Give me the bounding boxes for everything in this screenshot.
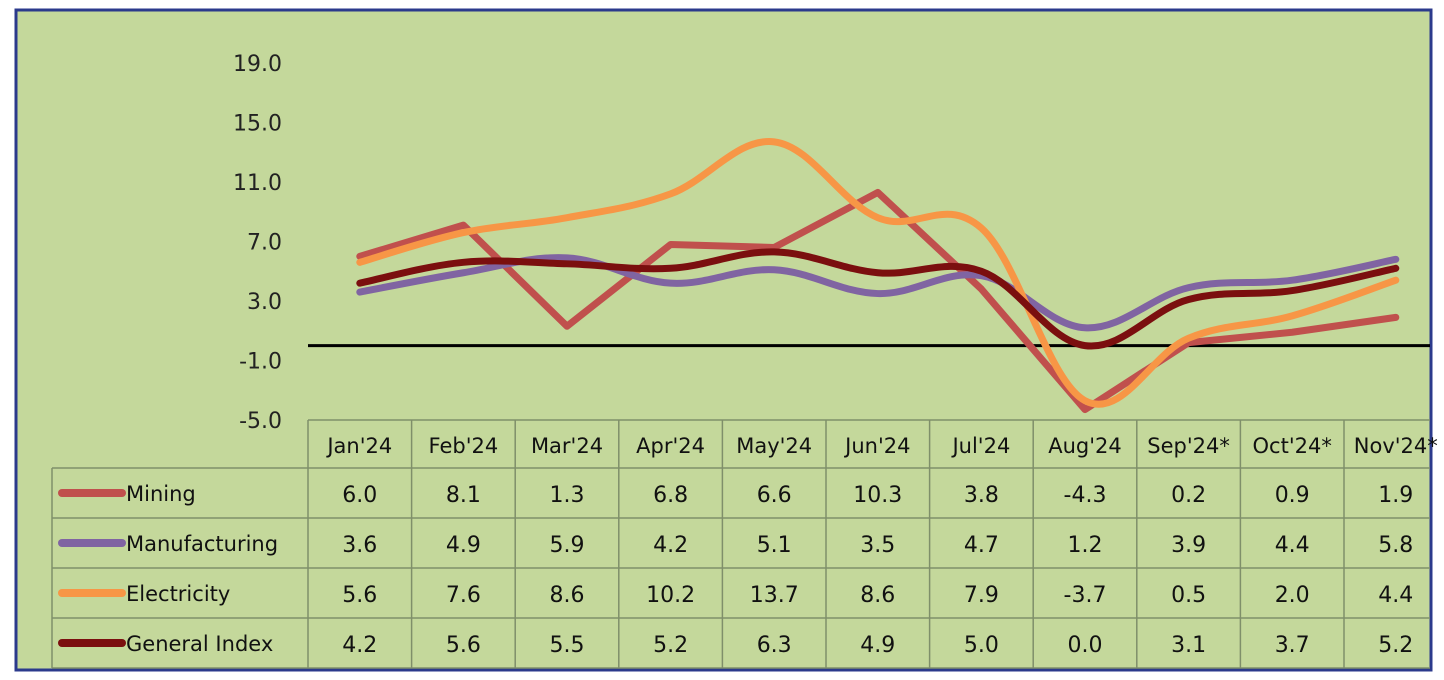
table-cell-manufacturing: 3.9 — [1171, 533, 1206, 558]
table-cell-general-index: 5.0 — [964, 633, 999, 658]
table-cell-manufacturing: 4.9 — [446, 533, 481, 558]
series-line-general-index — [356, 248, 1400, 350]
category-label: Nov'24* — [1354, 434, 1438, 458]
category-label: Jun'24 — [843, 434, 910, 458]
y-tick-label: 3.0 — [247, 290, 282, 315]
category-label: May'24 — [736, 434, 812, 458]
category-label: Oct'24* — [1253, 434, 1332, 458]
table-cell-electricity: 0.5 — [1171, 583, 1206, 608]
category-label: Jul'24 — [950, 434, 1010, 458]
table-cell-manufacturing: 3.5 — [860, 533, 895, 558]
table-cell-manufacturing: 4.7 — [964, 533, 999, 558]
table-cell-electricity: 8.6 — [550, 583, 585, 608]
table-cell-general-index: 0.0 — [1068, 633, 1103, 658]
table-cell-general-index: 4.2 — [342, 633, 377, 658]
table-cell-general-index: 5.5 — [550, 633, 585, 658]
y-tick-label: -5.0 — [239, 409, 282, 434]
table-cell-electricity: 13.7 — [750, 583, 799, 608]
table-grid — [51, 419, 1430, 669]
table-cell-general-index: 3.7 — [1275, 633, 1310, 658]
table-cell-manufacturing: 3.6 — [342, 533, 377, 558]
table-cell-general-index: 6.3 — [757, 633, 792, 658]
table-cell-manufacturing: 4.4 — [1275, 533, 1310, 558]
table-cell-electricity: 10.2 — [646, 583, 695, 608]
category-label: Feb'24 — [429, 434, 499, 458]
table-cell-electricity: 7.6 — [446, 583, 481, 608]
y-tick-label: -1.0 — [239, 350, 282, 375]
table-cell-mining: 8.1 — [446, 483, 481, 508]
table-cell-general-index: 5.2 — [1378, 633, 1413, 658]
table-cell-manufacturing: 1.2 — [1068, 533, 1103, 558]
category-label: Jan'24 — [325, 434, 392, 458]
table-cell-electricity: -3.7 — [1064, 583, 1107, 608]
y-tick-label: 11.0 — [233, 171, 282, 196]
table-cell-mining: 1.9 — [1378, 483, 1413, 508]
table-cell-mining: 6.0 — [342, 483, 377, 508]
table-cell-electricity: 4.4 — [1378, 583, 1413, 608]
table-cell-general-index: 5.2 — [653, 633, 688, 658]
legend-label-manufacturing: Manufacturing — [126, 532, 278, 556]
series-lines — [356, 138, 1400, 414]
table-cell-general-index: 3.1 — [1171, 633, 1206, 658]
table-cell-mining: 6.8 — [653, 483, 688, 508]
table-cell-general-index: 5.6 — [446, 633, 481, 658]
legend-label-general-index: General Index — [126, 632, 273, 656]
table-cell-mining: 10.3 — [853, 483, 902, 508]
table-cell-electricity: 8.6 — [860, 583, 895, 608]
legend-label-mining: Mining — [126, 482, 196, 506]
table-cell-mining: 6.6 — [757, 483, 792, 508]
table-cell-electricity: 2.0 — [1275, 583, 1310, 608]
category-label: Aug'24 — [1048, 434, 1122, 458]
y-tick-label: 15.0 — [233, 112, 282, 137]
table-cell-electricity: 5.6 — [342, 583, 377, 608]
y-axis-ticks: 19.0 15.0 11.0 7.0 3.0 -1.0 -5.0 — [233, 52, 282, 434]
category-label: Apr'24 — [636, 434, 705, 458]
table-cell-manufacturing: 5.9 — [550, 533, 585, 558]
table-cell-manufacturing: 4.2 — [653, 533, 688, 558]
table-cell-manufacturing: 5.1 — [757, 533, 792, 558]
y-tick-label: 19.0 — [233, 52, 282, 77]
table-cell-mining: -4.3 — [1064, 483, 1107, 508]
table-cell-manufacturing: 5.8 — [1378, 533, 1413, 558]
data-table: Jan'24 Feb'24 Mar'24 Apr'24 May'24 Jun'24 Jul'… — [58, 434, 1438, 658]
table-cell-mining: 0.9 — [1275, 483, 1310, 508]
table-cell-mining: 1.3 — [550, 483, 585, 508]
category-label: Sep'24* — [1147, 434, 1230, 458]
series-line-electricity — [356, 138, 1400, 408]
y-tick-label: 7.0 — [247, 231, 282, 256]
legend-label-electricity: Electricity — [126, 582, 230, 606]
category-label: Mar'24 — [531, 434, 603, 458]
table-cell-mining: 0.2 — [1171, 483, 1206, 508]
table-cell-electricity: 7.9 — [964, 583, 999, 608]
table-cell-mining: 3.8 — [964, 483, 999, 508]
table-cell-general-index: 4.9 — [860, 633, 895, 658]
